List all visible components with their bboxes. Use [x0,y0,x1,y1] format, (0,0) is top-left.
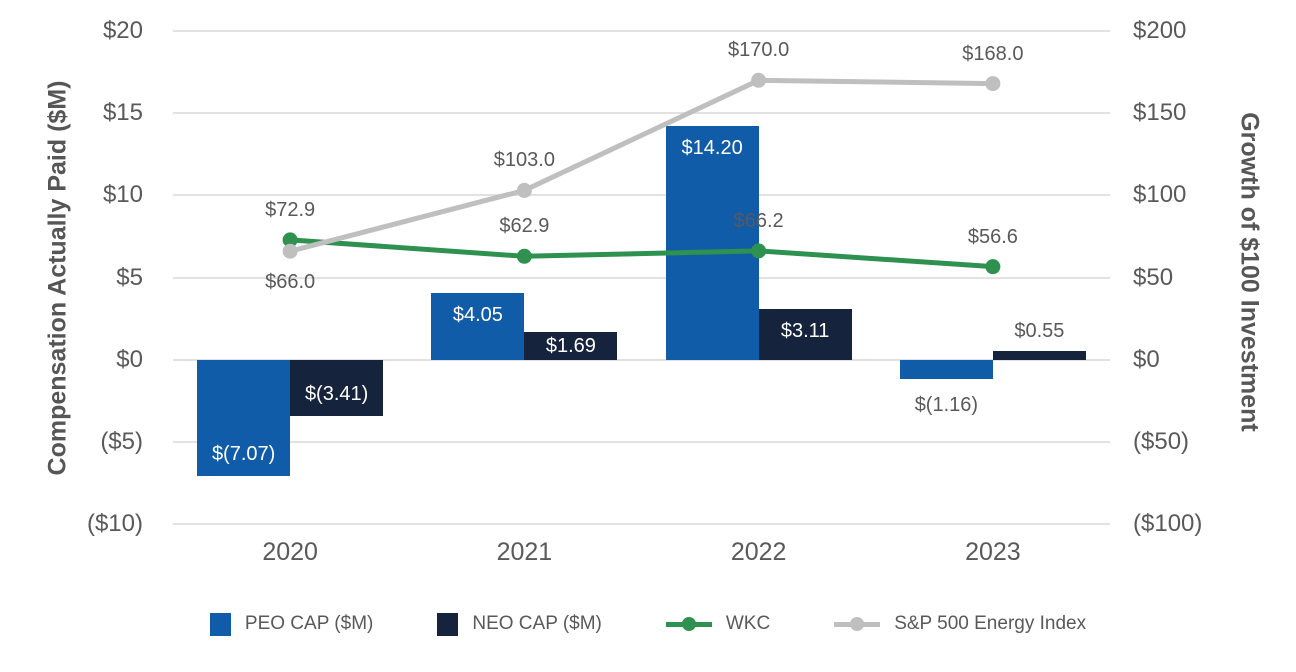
right-axis-tick: $150 [1133,99,1187,127]
left-axis-tick: $5 [116,263,143,291]
gridline [173,440,1110,443]
wkc-label-2021: $62.9 [499,215,550,238]
peo-bar-2021 [431,293,525,360]
wkc-label-2020: $72.9 [265,198,316,221]
legend-swatch-icon [209,612,231,636]
gridline [173,30,1110,32]
wkc-point-2021 [516,248,532,264]
left-axis-tick: $15 [102,99,143,127]
peo-bar-label-2021: $4.05 [452,304,503,327]
sp500-energy-label-2021: $103.0 [493,149,555,172]
left-axis-tick: $20 [102,17,143,44]
wkc-label-2023: $56.6 [967,225,1018,248]
gridline [173,194,1110,197]
right-axis-tick: $0 [1133,345,1160,373]
neo-bar-label-2022: $3.11 [780,319,830,342]
peo-bar-2023 [899,359,993,379]
neo-bar-label-2021: $1.69 [545,334,596,357]
neo-bar-2023 [992,350,1086,360]
legend-line-dot [681,617,696,631]
neo-bar-2021 [524,331,618,360]
legend-line-icon [665,617,712,631]
legend-label: S&P 500 Energy Index [894,613,1087,634]
legend-item: S&P 500 Energy Index [834,613,1086,635]
right-axis-tick: $100 [1133,181,1187,209]
sp500-energy-point-2020 [282,243,298,259]
legend-item: PEO CAP ($M) [209,612,374,636]
sp500-energy-label-2022: $170.0 [728,39,790,62]
left-axis-tick: $10 [102,181,143,209]
x-axis-label-2023: 2023 [965,538,1021,566]
wkc-label-2022: $66.2 [733,209,784,232]
sp500-energy-point-2021 [516,182,532,198]
peo-bar-label-2020: $(7.07) [211,442,276,465]
sp500-energy-point-2022 [751,72,767,88]
peo-bar-2022 [665,126,759,360]
legend-label: PEO CAP ($M) [244,613,374,634]
gridline [173,358,1110,361]
legend-line-dot [850,617,865,631]
legend-label: WKC [725,613,771,634]
right-axis-tick: $50 [1133,263,1174,291]
peo-bar-label-2023: $(1.16) [914,393,979,416]
neo-bar-2022 [758,308,852,360]
left-axis-tick: ($10) [86,510,143,537]
x-axis-label-2021: 2021 [496,538,553,566]
peo-bar-label-2022: $14.20 [681,137,743,160]
legend-item: WKC [665,613,771,635]
legend-line-icon [834,617,881,631]
x-axis-label-2020: 2020 [262,538,318,566]
wkc-point-2020 [282,232,298,248]
x-axis-label-2022: 2022 [730,538,787,566]
right-axis-tick: $200 [1133,17,1187,44]
legend: PEO CAP ($M) NEO CAP ($M) WKC S&P 500 Energ… [0,604,1296,644]
wkc-point-2022 [751,243,767,259]
wkc-point-2023 [985,259,1001,275]
sp500-energy-line [289,77,993,254]
legend-swatch-icon [437,612,459,636]
gridline [173,523,1110,525]
neo-bar-label-2023: $0.55 [1014,319,1065,342]
sp500-energy-label-2023: $168.0 [962,42,1024,65]
sp500-energy-label-2020: $66.0 [265,271,316,294]
right-axis-tick: ($100) [1133,510,1203,537]
right-axis-tick: ($50) [1133,427,1190,455]
legend-item: NEO CAP ($M) [437,612,602,636]
neo-bar-2020 [290,359,384,416]
neo-bar-label-2020: $(3.41) [304,382,369,405]
gridline [173,276,1110,279]
left-axis-tick: $0 [116,345,143,373]
peo-bar-2020 [197,359,291,476]
gridline [173,112,1110,115]
sp500-energy-point-2023 [985,76,1001,92]
wkc-line [289,237,994,270]
legend-label: NEO CAP ($M) [472,613,602,634]
left-axis-tick: ($5) [100,427,143,455]
